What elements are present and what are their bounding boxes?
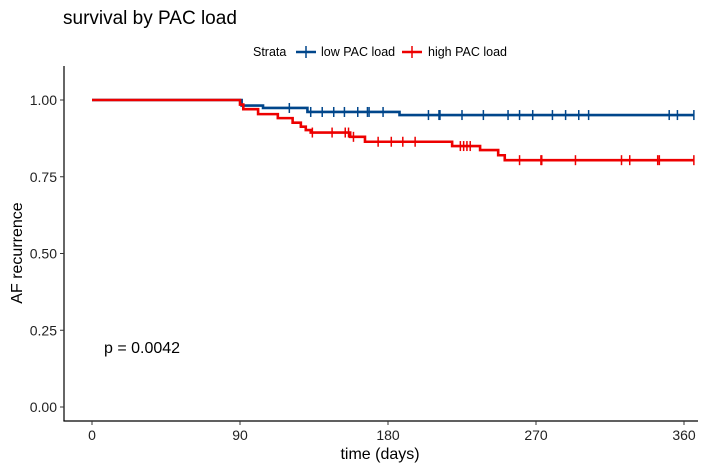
y-axis-label: AF recurrence bbox=[9, 202, 26, 303]
y-tick-label: 0.75 bbox=[30, 169, 57, 185]
x-tick-label: 270 bbox=[524, 427, 548, 443]
x-tick-label: 0 bbox=[88, 427, 96, 443]
survival-curve-high bbox=[92, 98, 694, 162]
legend-label-high: high PAC load bbox=[428, 45, 507, 59]
legend-key-high bbox=[402, 46, 422, 58]
legend-label-low: low PAC load bbox=[321, 45, 395, 59]
y-tick-label: 0.00 bbox=[30, 399, 57, 415]
y-tick-label: 0.25 bbox=[30, 322, 57, 338]
x-tick-label: 90 bbox=[232, 427, 248, 443]
y-tick-label: 0.50 bbox=[30, 246, 57, 262]
survival-curve-low bbox=[92, 98, 694, 117]
legend-title: Strata bbox=[253, 45, 286, 59]
x-tick-label: 180 bbox=[376, 427, 400, 443]
chart-title: survival by PAC load bbox=[63, 8, 237, 29]
p-value-annotation: p = 0.0042 bbox=[104, 340, 180, 357]
y-tick-label: 1.00 bbox=[30, 92, 57, 108]
legend: Strata low PAC load high PAC load bbox=[253, 45, 507, 59]
x-tick-label: 360 bbox=[672, 427, 696, 443]
x-axis-label: time (days) bbox=[340, 446, 419, 463]
legend-key-low bbox=[296, 46, 316, 58]
